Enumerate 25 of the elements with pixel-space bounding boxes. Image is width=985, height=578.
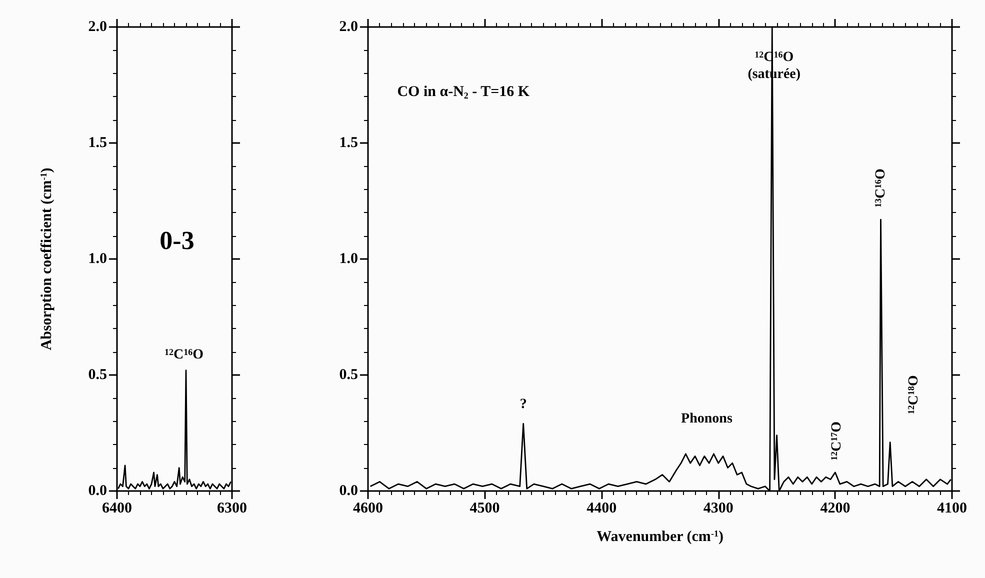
x-tick-label: 6300 — [217, 500, 247, 516]
y-tick-label: 0.5 — [339, 367, 358, 383]
x-tick-label: 4500 — [470, 500, 500, 516]
annotation: Phonons — [681, 411, 733, 426]
y-tick-label: 0.0 — [88, 483, 107, 499]
x-tick-label: 4200 — [820, 500, 850, 516]
y-axis-title: Absorption coefficient (cm-1) — [38, 168, 55, 350]
x-tick-label: 4300 — [703, 500, 734, 516]
annotation: ? — [520, 397, 527, 412]
x-tick-label: 4600 — [353, 500, 383, 516]
y-tick-label: 2.0 — [339, 19, 358, 35]
annotation: 12C18O — [906, 375, 922, 414]
y-tick-label: 1.0 — [339, 251, 358, 267]
annotation: 12C17O — [829, 421, 845, 460]
y-tick-label: 0.5 — [88, 367, 107, 383]
x-tick-label: 6400 — [102, 500, 132, 516]
y-tick-label: 0.0 — [339, 483, 358, 499]
y-tick-label: 1.5 — [88, 135, 107, 151]
x-tick-label: 4400 — [586, 500, 617, 516]
x-tick-label: 4100 — [937, 500, 967, 516]
annotation: 0-3 — [160, 226, 194, 255]
annotation: 13C16O — [872, 168, 888, 208]
y-tick-label: 1.0 — [88, 251, 107, 267]
y-tick-label: 1.5 — [339, 135, 358, 151]
y-tick-label: 2.0 — [88, 19, 107, 35]
